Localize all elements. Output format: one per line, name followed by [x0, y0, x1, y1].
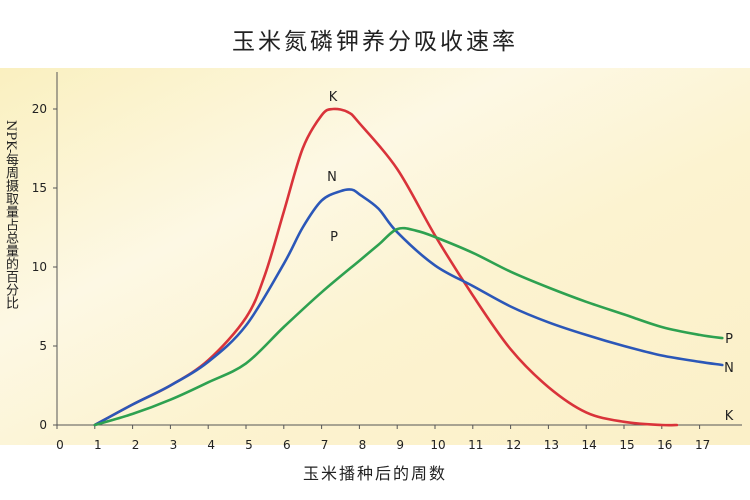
x-tick-label: 15 — [619, 438, 634, 452]
annotation-p: P — [330, 230, 338, 245]
x-tick-label: 10 — [430, 438, 445, 452]
y-tick-label: 10 — [32, 260, 47, 274]
y-axis-label: NPK-每周摄取量占总量的百分比 — [3, 120, 18, 310]
y-tick-label: 15 — [32, 181, 47, 195]
series-line-p — [93, 226, 724, 427]
series-line-k — [93, 107, 679, 427]
plot-background — [0, 68, 750, 445]
x-tick-label: 7 — [321, 438, 329, 452]
x-axis-label: 玉米播种后的周数 — [302, 464, 447, 483]
series-line-n — [93, 188, 724, 427]
x-tick-label: 16 — [657, 438, 672, 452]
x-tick-label: 4 — [207, 438, 215, 452]
y-tick-label: 5 — [39, 339, 47, 353]
x-tick-label: 5 — [245, 438, 253, 452]
annotation-n: N — [327, 170, 337, 185]
annotation-k: K — [329, 90, 338, 105]
x-tick-label: 17 — [695, 438, 710, 452]
y-tick-label: 20 — [32, 102, 47, 116]
x-tick-label: 8 — [359, 438, 367, 452]
series-end-label-n: N — [724, 361, 734, 376]
series-end-label-p: P — [725, 332, 733, 347]
x-tick-label: 9 — [396, 438, 404, 452]
series-layer — [93, 107, 724, 427]
chart-title: 玉米氮磷钾养分吸收速率 — [232, 29, 518, 55]
x-tick-label: 13 — [544, 438, 559, 452]
x-tick-label: 2 — [132, 438, 140, 452]
y-tick-label: 0 — [39, 418, 47, 432]
x-tick-label: 3 — [170, 438, 178, 452]
x-tick-label: 0 — [56, 438, 64, 452]
x-tick-label: 11 — [468, 438, 483, 452]
x-tick-label: 6 — [283, 438, 291, 452]
x-tick-label: 14 — [582, 438, 597, 452]
series-end-label-k: K — [725, 409, 734, 424]
x-tick-label: 12 — [506, 438, 521, 452]
x-tick-label: 1 — [94, 438, 102, 452]
